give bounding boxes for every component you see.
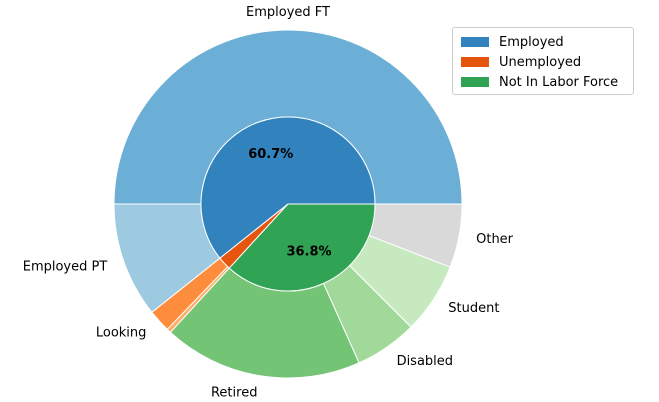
inner-pct-label-employed: 60.7% — [248, 147, 293, 162]
inner-pct-label-not-in-labor-force: 36.8% — [286, 244, 331, 259]
legend-swatch-employed — [461, 37, 489, 47]
outer-label-looking: Looking — [96, 325, 147, 340]
legend-swatch-unemployed — [461, 57, 489, 67]
legend-label: Not In Labor Force — [499, 74, 619, 90]
inner-pct-labels: 60.7% 36.8% — [248, 147, 331, 259]
outer-ring — [113, 29, 463, 379]
inner-pie — [200, 116, 376, 292]
legend: Employed Unemployed Not In Labor Force — [452, 27, 634, 95]
outer-label-other: Other — [476, 232, 514, 247]
outer-label-disabled: Disabled — [397, 354, 453, 369]
legend-label: Unemployed — [499, 54, 582, 70]
inner-wedge-employed — [200, 116, 376, 259]
outer-label-employed-ft: Employed FT — [246, 5, 330, 20]
inner-wedge-not-in-labor-force — [228, 203, 376, 292]
outer-labels: Employed FT Employed PT Looking Retired Disa… — [23, 5, 514, 400]
outer-label-retired: Retired — [211, 385, 257, 400]
legend-swatch-not-in-labor-force — [461, 77, 489, 87]
legend-label: Employed — [499, 34, 564, 50]
legend-item-not-in-labor-force: Not In Labor Force — [461, 73, 618, 91]
outer-label-employed-pt: Employed PT — [23, 260, 108, 275]
outer-label-student: Student — [448, 301, 499, 316]
legend-item-employed: Employed — [461, 33, 564, 51]
legend-item-unemployed: Unemployed — [461, 53, 581, 71]
